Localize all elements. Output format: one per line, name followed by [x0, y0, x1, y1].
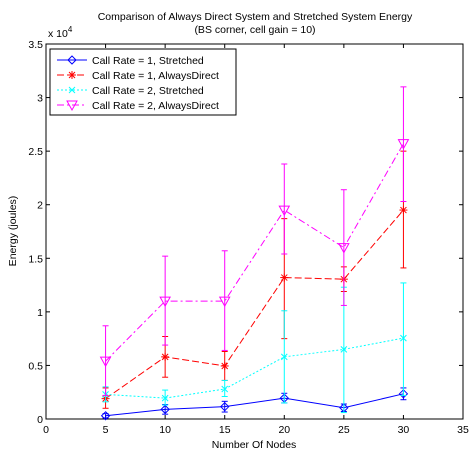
legend-item: Call Rate = 1, Stretched [57, 55, 204, 67]
y-multiplier-label: x 104 [48, 25, 73, 40]
series-layer [99, 86, 410, 421]
data-point [400, 334, 407, 342]
star-stroke [221, 362, 229, 370]
data-point [398, 389, 409, 399]
legend-item: Call Rate = 2, Stretched [57, 85, 204, 97]
triangle-down-marker [397, 139, 410, 150]
data-point [99, 356, 112, 368]
star-stroke [68, 71, 76, 79]
triangle-down-marker [218, 296, 231, 308]
triangle-down-marker [99, 356, 112, 368]
chart-subtitle: (BS corner, cell gain = 10) [194, 24, 315, 36]
legend-label: Call Rate = 1, AlwaysDirect [92, 70, 219, 82]
data-point [280, 273, 289, 282]
x-axis-label: Number Of Nodes [212, 439, 297, 451]
data-series [99, 86, 410, 396]
series-line [105, 393, 404, 417]
diamond-marker [398, 389, 409, 399]
x-tick-label: 20 [278, 424, 290, 436]
star-stroke [400, 206, 407, 214]
data-point [221, 385, 229, 393]
legend-label: Call Rate = 2, AlwaysDirect [92, 100, 219, 112]
x-tick-label: 0 [43, 424, 49, 436]
y-tick-label: 3 [37, 93, 43, 105]
chart-title: Comparison of Always Direct System and S… [98, 11, 413, 23]
y-tick-label: 2.5 [28, 146, 43, 158]
y-tick-label: 0.5 [28, 360, 43, 372]
diamond-marker [220, 401, 230, 412]
data-series [102, 282, 407, 414]
data-point [220, 361, 229, 370]
triangle-down-marker [159, 296, 171, 308]
series-line [105, 209, 404, 400]
data-point [280, 353, 288, 361]
x-stroke [221, 385, 229, 393]
data-point [399, 206, 408, 215]
data-point [161, 352, 170, 361]
y-axis-ticks: 0 0.5 1 1.5 2 2.5 3 3.5 [28, 39, 463, 426]
legend-label: Call Rate = 1, Stretched [92, 55, 204, 67]
legend-item: Call Rate = 2, AlwaysDirect [57, 100, 219, 112]
data-point [338, 243, 350, 254]
diamond-marker [67, 55, 77, 65]
diamond-marker [100, 411, 111, 421]
series-line [105, 337, 404, 399]
data-point [278, 205, 291, 217]
legend-item: Call Rate = 1, AlwaysDirect [57, 70, 219, 82]
legend-swatch-marker [66, 100, 78, 112]
data-point [100, 411, 111, 421]
star-stroke [280, 274, 288, 281]
x-tick-label: 15 [219, 424, 231, 436]
triangle-down-marker [66, 100, 78, 112]
legend-swatch-marker [68, 71, 76, 79]
data-point [218, 296, 231, 308]
legend-label: Call Rate = 2, Stretched [92, 85, 204, 97]
data-point [220, 401, 230, 412]
data-point [159, 296, 171, 308]
data-point [397, 139, 410, 150]
x-tick-label: 35 [457, 424, 469, 436]
x-tick-label: 25 [338, 424, 350, 436]
data-point [160, 404, 170, 415]
y-tick-label: 1 [37, 307, 43, 319]
legend-swatch-marker [67, 55, 77, 65]
x-tick-label: 5 [103, 424, 109, 436]
y-tick-label: 0 [37, 414, 43, 426]
data-point [340, 346, 348, 353]
y-tick-label: 1.5 [28, 253, 43, 265]
triangle-down-marker [338, 243, 350, 254]
series-line [105, 143, 404, 362]
x-stroke [400, 334, 407, 342]
x-axis-ticks: 0 5 10 15 20 25 30 35 [43, 44, 469, 436]
legend-swatch-marker [68, 86, 76, 94]
legend: Call Rate = 1, Stretched Call Rate = 1, A… [49, 48, 237, 116]
x-tick-label: 10 [159, 424, 171, 436]
data-point [161, 394, 169, 402]
x-tick-label: 30 [398, 424, 410, 436]
diamond-marker [160, 404, 170, 415]
y-tick-label: 2 [37, 200, 43, 212]
x-stroke [340, 346, 348, 353]
y-tick-label: 3.5 [28, 39, 43, 51]
y-axis-label: Energy (joules) [7, 196, 19, 267]
y-multiplier-exponent: 4 [68, 25, 73, 34]
triangle-down-marker [278, 205, 291, 217]
x-stroke [280, 353, 288, 361]
star-stroke [161, 353, 169, 361]
x-stroke [68, 86, 76, 94]
legend-items: Call Rate = 1, Stretched Call Rate = 1, A… [57, 55, 219, 112]
x-stroke [161, 394, 169, 402]
